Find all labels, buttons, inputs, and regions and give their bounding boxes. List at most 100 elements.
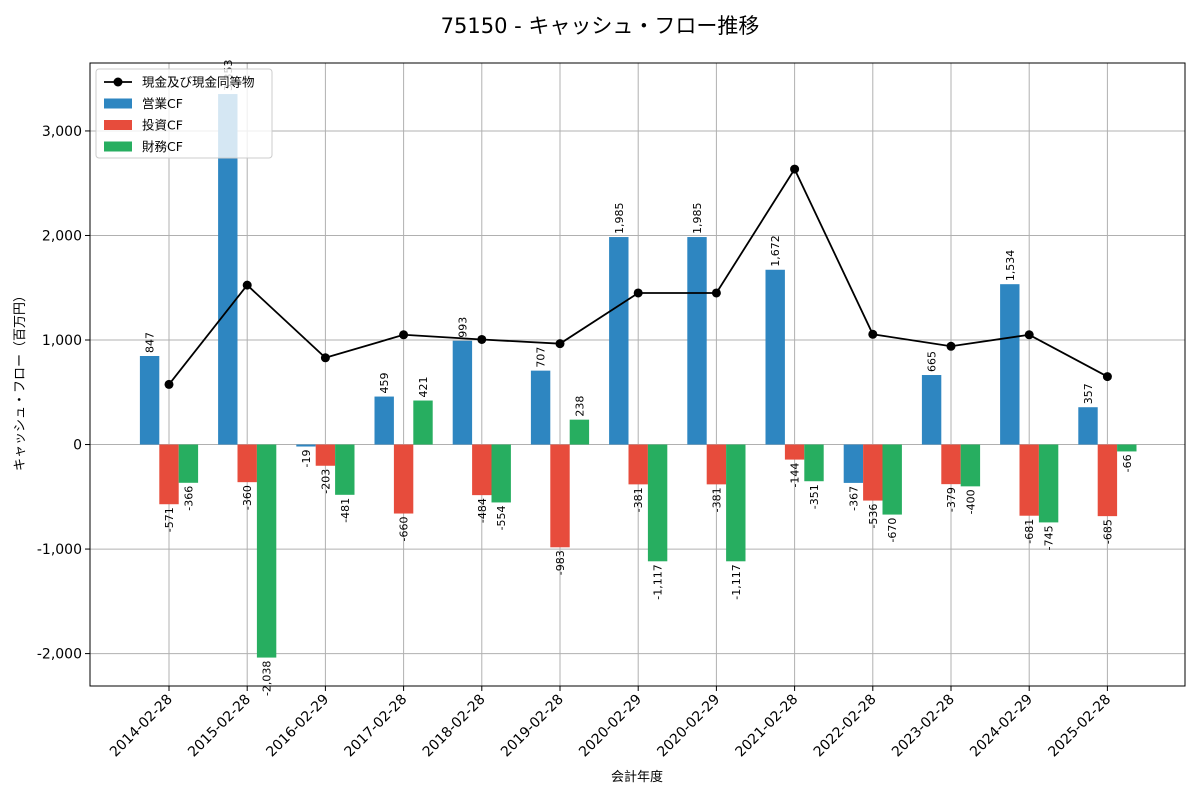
data-label: -554: [495, 505, 508, 530]
bar-投資CF: [237, 444, 257, 483]
bar-投資CF: [784, 444, 805, 460]
bar-投資CF: [315, 444, 336, 466]
bar-営業CF: [687, 237, 707, 445]
cash-point: [164, 379, 174, 389]
data-label: -484: [476, 498, 489, 523]
legend-swatch: [104, 98, 132, 109]
bar-投資CF: [941, 444, 961, 485]
bar-投資CF: [393, 444, 414, 514]
y-tick-label: 2,000: [42, 228, 82, 244]
y-tick-label: -2,000: [37, 647, 82, 663]
data-label: -351: [808, 484, 821, 509]
bar-営業CF: [765, 269, 785, 445]
legend-swatch: [104, 120, 132, 130]
data-label: -670: [886, 518, 899, 543]
data-label: -660: [398, 517, 411, 542]
data-label: 1,985: [613, 203, 626, 235]
x-tick-label: 2014-02-28: [107, 692, 176, 761]
cash-line: [164, 164, 1112, 389]
data-label: 459: [378, 373, 391, 394]
data-label: -681: [1023, 519, 1036, 544]
data-label: 993: [456, 317, 469, 338]
bar-財務CF: [413, 400, 433, 445]
data-label: 238: [573, 396, 586, 417]
data-label: -381: [632, 487, 645, 512]
y-axis-ticks: -2,000 -1,000 0 1,000 2,000 3,000: [37, 124, 90, 663]
bar-営業CF: [374, 396, 394, 445]
bar-営業CF: [1000, 284, 1020, 445]
bar-財務CF: [335, 444, 355, 495]
bar-財務CF: [1117, 444, 1137, 452]
data-label: -983: [554, 550, 567, 575]
data-label: -1,117: [652, 564, 665, 599]
y-tick-label: -1,000: [37, 542, 82, 558]
bar-営業CF: [921, 375, 942, 445]
data-label: 1,534: [1004, 250, 1017, 282]
legend-swatch: [104, 141, 132, 152]
x-tick-label: 2018-02-28: [420, 692, 489, 761]
x-axis-label: 会計年度: [611, 769, 663, 785]
cash-point: [790, 164, 800, 174]
bar-財務CF: [256, 444, 277, 658]
data-label: -1,117: [730, 564, 743, 599]
x-tick-label: 2019-02-28: [498, 692, 567, 761]
cash-point: [477, 334, 487, 344]
legend-marker: [113, 77, 123, 87]
x-tick-label: 2016-02-29: [263, 692, 332, 761]
data-label: -571: [163, 507, 176, 532]
y-tick-label: 1,000: [42, 333, 82, 349]
cash-point: [711, 288, 721, 298]
bar-財務CF: [569, 419, 590, 445]
legend-label: 投資CF: [142, 118, 183, 133]
legend-label: 営業CF: [142, 96, 183, 111]
cash-point: [242, 280, 252, 290]
bar-投資CF: [472, 444, 492, 496]
data-label: -745: [1043, 525, 1056, 550]
legend-label: 財務CF: [142, 139, 183, 154]
data-label: 665: [926, 351, 939, 372]
data-label: 847: [144, 332, 157, 353]
legend-label: 現金及び現金同等物: [142, 75, 255, 90]
cash-point: [1102, 372, 1112, 382]
bar-財務CF: [1038, 444, 1059, 523]
bar-営業CF: [530, 370, 551, 445]
x-tick-label: 2020-02-29: [576, 692, 645, 761]
y-tick-label: 3,000: [42, 124, 82, 140]
bar-投資CF: [159, 444, 179, 505]
x-tick-label: 2025-02-28: [1045, 692, 1114, 761]
y-tick-label: 0: [73, 438, 82, 454]
cash-point: [946, 341, 956, 351]
y-axis-label: キャッシュ・フロー（百万円）: [13, 289, 28, 471]
cash-point: [555, 339, 565, 349]
data-label: 1,985: [691, 203, 704, 235]
x-tick-label: 2024-02-29: [967, 692, 1036, 761]
data-labels: 8473,353-194599937071,9851,9851,672-3676…: [144, 60, 1134, 696]
data-label: -381: [710, 487, 723, 512]
data-label: 1,672: [769, 235, 782, 267]
bar-投資CF: [550, 444, 570, 548]
data-label: -685: [1101, 519, 1114, 544]
legend-box: [95, 68, 273, 159]
bar-営業CF: [843, 444, 864, 483]
x-tick-label: 2020-02-29: [654, 692, 723, 761]
bar-営業CF: [296, 444, 316, 447]
x-tick-label: 2021-02-28: [733, 692, 802, 761]
data-label: 707: [535, 347, 548, 368]
data-label: -2,038: [261, 661, 274, 696]
bars: [139, 94, 1137, 658]
bar-投資CF: [863, 444, 883, 501]
bar-投資CF: [1019, 444, 1039, 516]
bar-財務CF: [882, 444, 902, 515]
x-tick-label: 2017-02-28: [342, 692, 411, 761]
data-label: -536: [867, 504, 880, 529]
data-label: -367: [847, 486, 860, 511]
data-label: -379: [945, 487, 958, 512]
chart-title: 75150 - キャッシュ・フロー推移: [441, 14, 760, 38]
bar-営業CF: [218, 94, 238, 445]
bar-財務CF: [960, 444, 981, 487]
cash-point: [320, 353, 330, 363]
cash-point: [1024, 330, 1034, 340]
data-label: -144: [789, 463, 802, 488]
